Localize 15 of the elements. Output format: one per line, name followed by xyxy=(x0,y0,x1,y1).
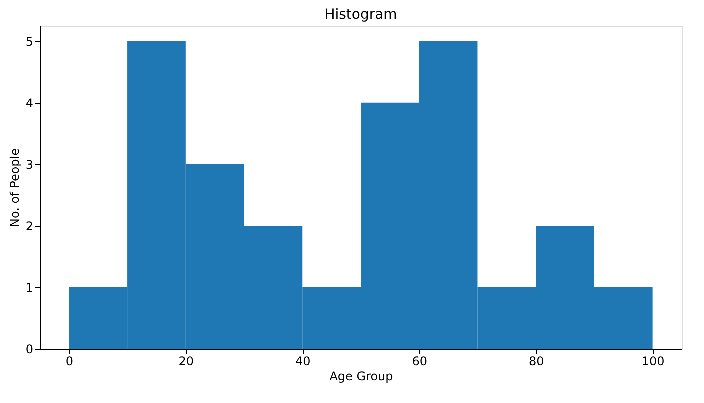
y-tick-label: 1 xyxy=(26,280,34,295)
y-tick-label: 4 xyxy=(26,96,34,110)
x-tick-label: 100 xyxy=(642,354,665,368)
y-axis-title: No. of People xyxy=(8,148,22,228)
y-tick-label: 3 xyxy=(26,158,34,172)
x-tick-label: 0 xyxy=(66,354,74,368)
x-tick-label: 40 xyxy=(295,354,311,368)
y-tick-label: 0 xyxy=(26,342,34,356)
x-tick-label: 60 xyxy=(412,354,428,368)
y-tick-label: 5 xyxy=(26,34,34,49)
x-tick-label: 20 xyxy=(178,354,194,368)
y-tick-label: 2 xyxy=(26,219,34,234)
chart-title: Histogram xyxy=(324,7,398,23)
x-axis-title: Age Group xyxy=(330,370,394,384)
x-tick-label: 80 xyxy=(528,354,544,368)
